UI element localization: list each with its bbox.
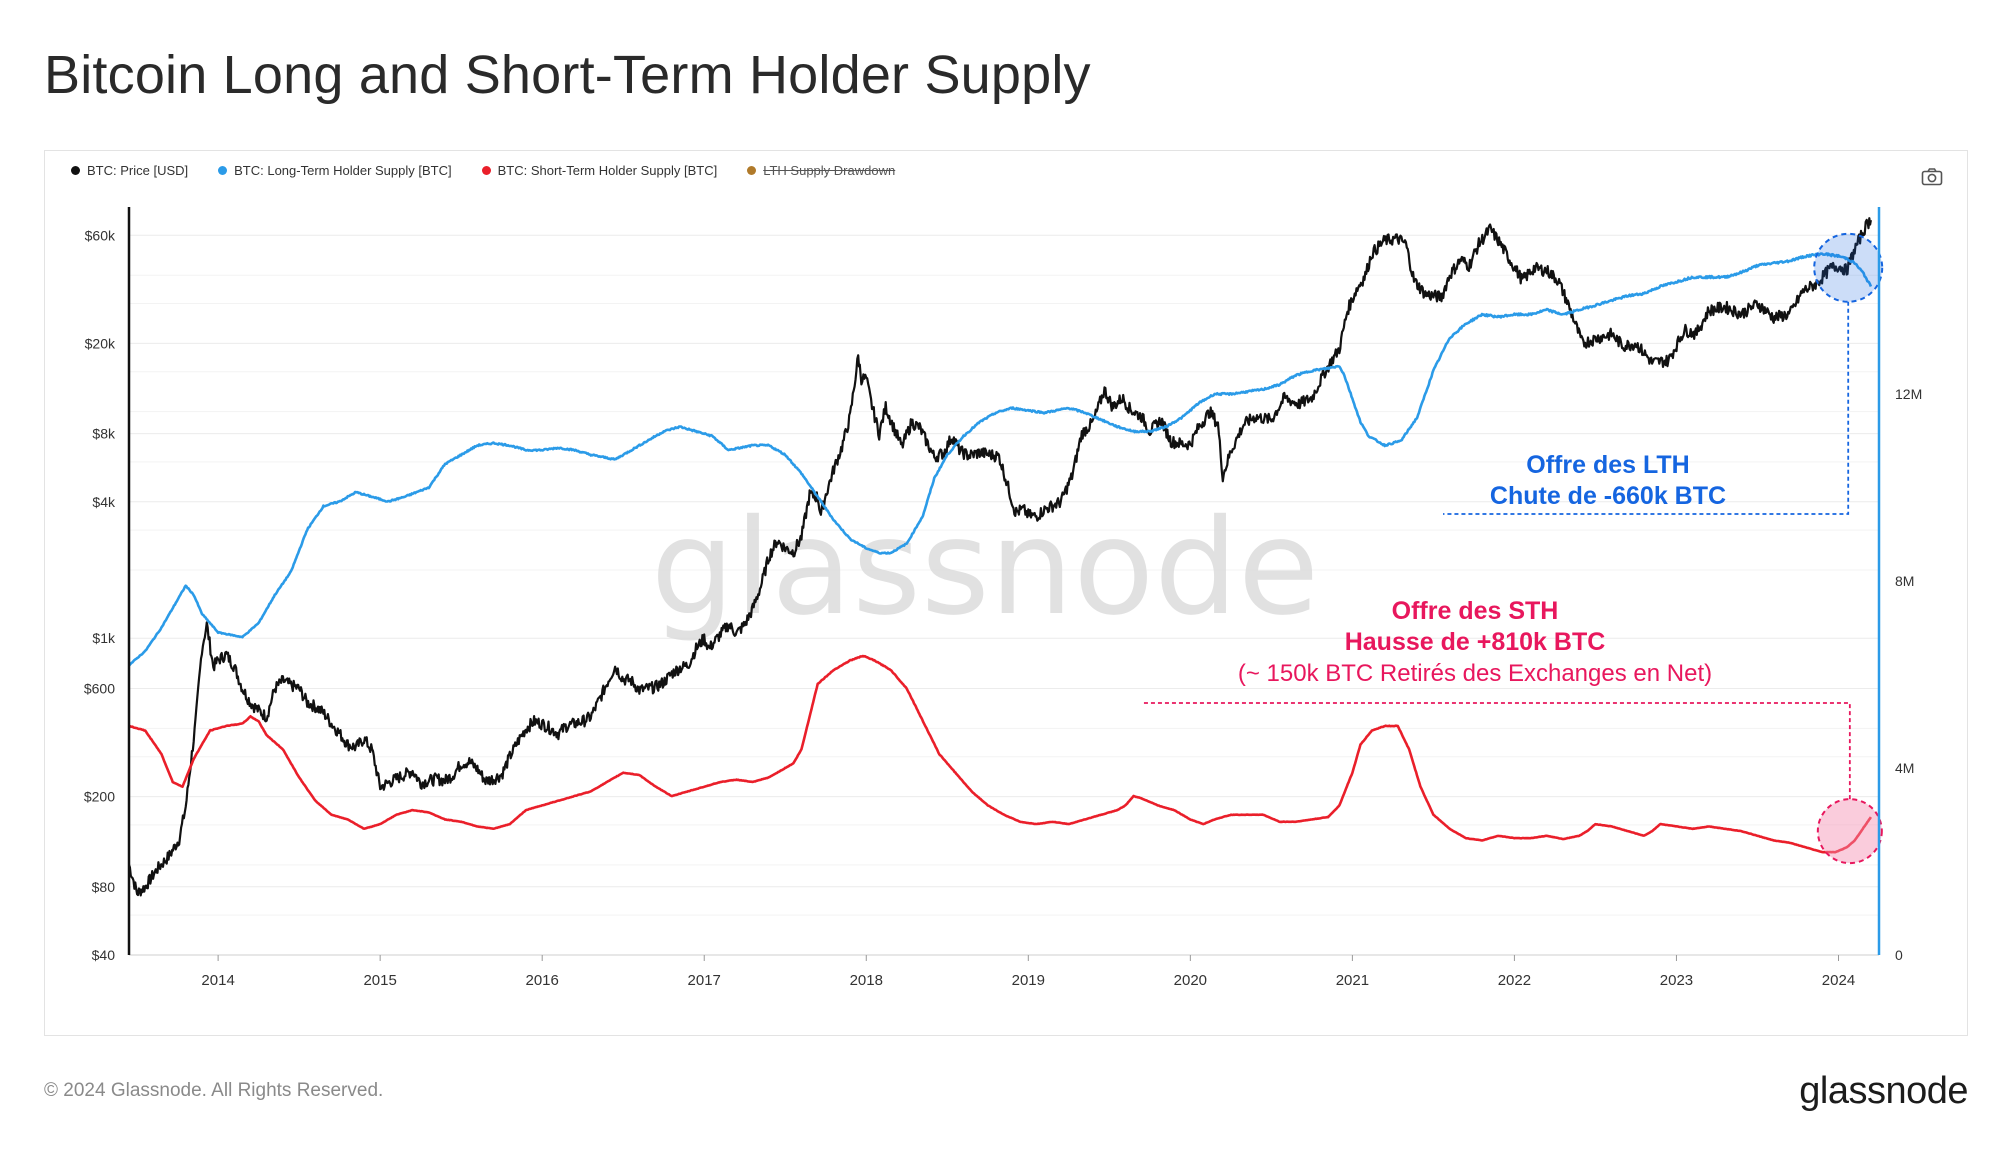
annotation-layer: Offre des LTH Chute de -660k BTC Offre des… [1141,232,1884,865]
legend-label-price: BTC: Price [USD] [87,163,189,178]
lth-annotation-guide [1443,301,1850,515]
sth-annotation-note: (~ 150k BTC Retirés des Exchanges en Net… [1238,660,1712,687]
legend-item-sth-supply[interactable]: BTC: Short-Term Holder Supply [BTC] [481,163,718,178]
chart-svg: glassnode $40 $80 $200 $600 $1k $4k $8k $20k $60… [84,207,1922,989]
x-tick-label: 2023 [1660,972,1693,989]
copyright-text: © 2024 Glassnode. All Rights Reserved. [44,1080,384,1101]
x-tick-label: 2014 [201,972,234,989]
sth-highlight-circle [1816,798,1883,865]
legend-label-lth-supply: BTC: Long-Term Holder Supply [BTC] [234,163,452,178]
right-axis-ticks: 0 4M 8M 12M [1895,386,1922,963]
legend-dot-sth-supply [481,166,491,175]
x-tick-label: 2017 [688,972,721,989]
y-left-tick-label: $600 [84,681,115,697]
legend-label-lth-drawdown: LTH Supply Drawdown [763,163,896,178]
sth-annotation-title: Offre des STH [1392,597,1559,625]
x-tick-label: 2024 [1822,972,1855,989]
legend-label-sth-supply: BTC: Short-Term Holder Supply [BTC] [497,163,718,178]
watermark: glassnode [651,491,1319,645]
chart-card: BTC: Price [USD] BTC: Long-Term Holder S… [44,150,1968,1036]
series-line-lth-supply [128,252,1873,667]
x-tick-label: 2021 [1336,972,1369,989]
x-axis-ticks: 2014 2015 2016 2017 2018 2019 2020 2021 2022 2023… [129,954,1879,989]
y-left-tick-label: $60k [85,227,116,243]
y-left-tick-label: $200 [84,789,115,805]
sth-annotation-detail: Hausse de +810k BTC [1345,628,1606,656]
y-left-tick-label: $40 [92,947,116,963]
y-right-tick-label: 4M [1895,760,1914,776]
legend-item-lth-drawdown[interactable]: LTH Supply Drawdown [747,163,895,178]
y-left-tick-label: $8k [92,426,116,442]
legend-dot-lth-drawdown [747,166,757,175]
x-tick-label: 2022 [1498,972,1531,989]
x-tick-label: 2015 [363,972,396,989]
page-title: Bitcoin Long and Short-Term Holder Suppl… [44,45,1091,105]
series-layer [127,217,1873,897]
x-tick-label: 2020 [1174,972,1207,989]
series-line-sth-supply [128,654,1872,854]
x-tick-label: 2018 [850,972,883,989]
legend-item-lth-supply[interactable]: BTC: Long-Term Holder Supply [BTC] [218,163,452,178]
y-left-tick-label: $20k [85,335,116,351]
x-tick-label: 2016 [526,972,559,989]
sth-annotation-guide [1141,702,1851,800]
lth-annotation-detail: Chute de -660k BTC [1490,482,1726,510]
lth-highlight-circle [1813,232,1884,303]
y-right-tick-label: 8M [1895,573,1914,589]
y-left-tick-label: $80 [92,879,116,895]
series-line-price [127,217,1872,897]
lth-annotation-title: Offre des LTH [1526,451,1689,479]
y-right-tick-label: 0 [1895,947,1903,963]
camera-icon[interactable] [1921,167,1943,187]
y-left-tick-label: $1k [92,630,116,646]
legend-dot-lth-supply [218,166,228,175]
legend-dot-price [71,166,80,175]
x-tick-label: 2019 [1012,972,1045,989]
y-right-tick-label: 12M [1895,386,1922,402]
left-axis-ticks: $40 $80 $200 $600 $1k $4k $8k $20k $60k [84,227,116,963]
legend-item-price[interactable]: BTC: Price [USD] [71,163,188,178]
chart-legend: BTC: Price [USD] BTC: Long-Term Holder S… [71,163,895,178]
brand-logo[interactable]: glassnode [1799,1070,1968,1112]
y-left-tick-label: $4k [92,494,116,510]
